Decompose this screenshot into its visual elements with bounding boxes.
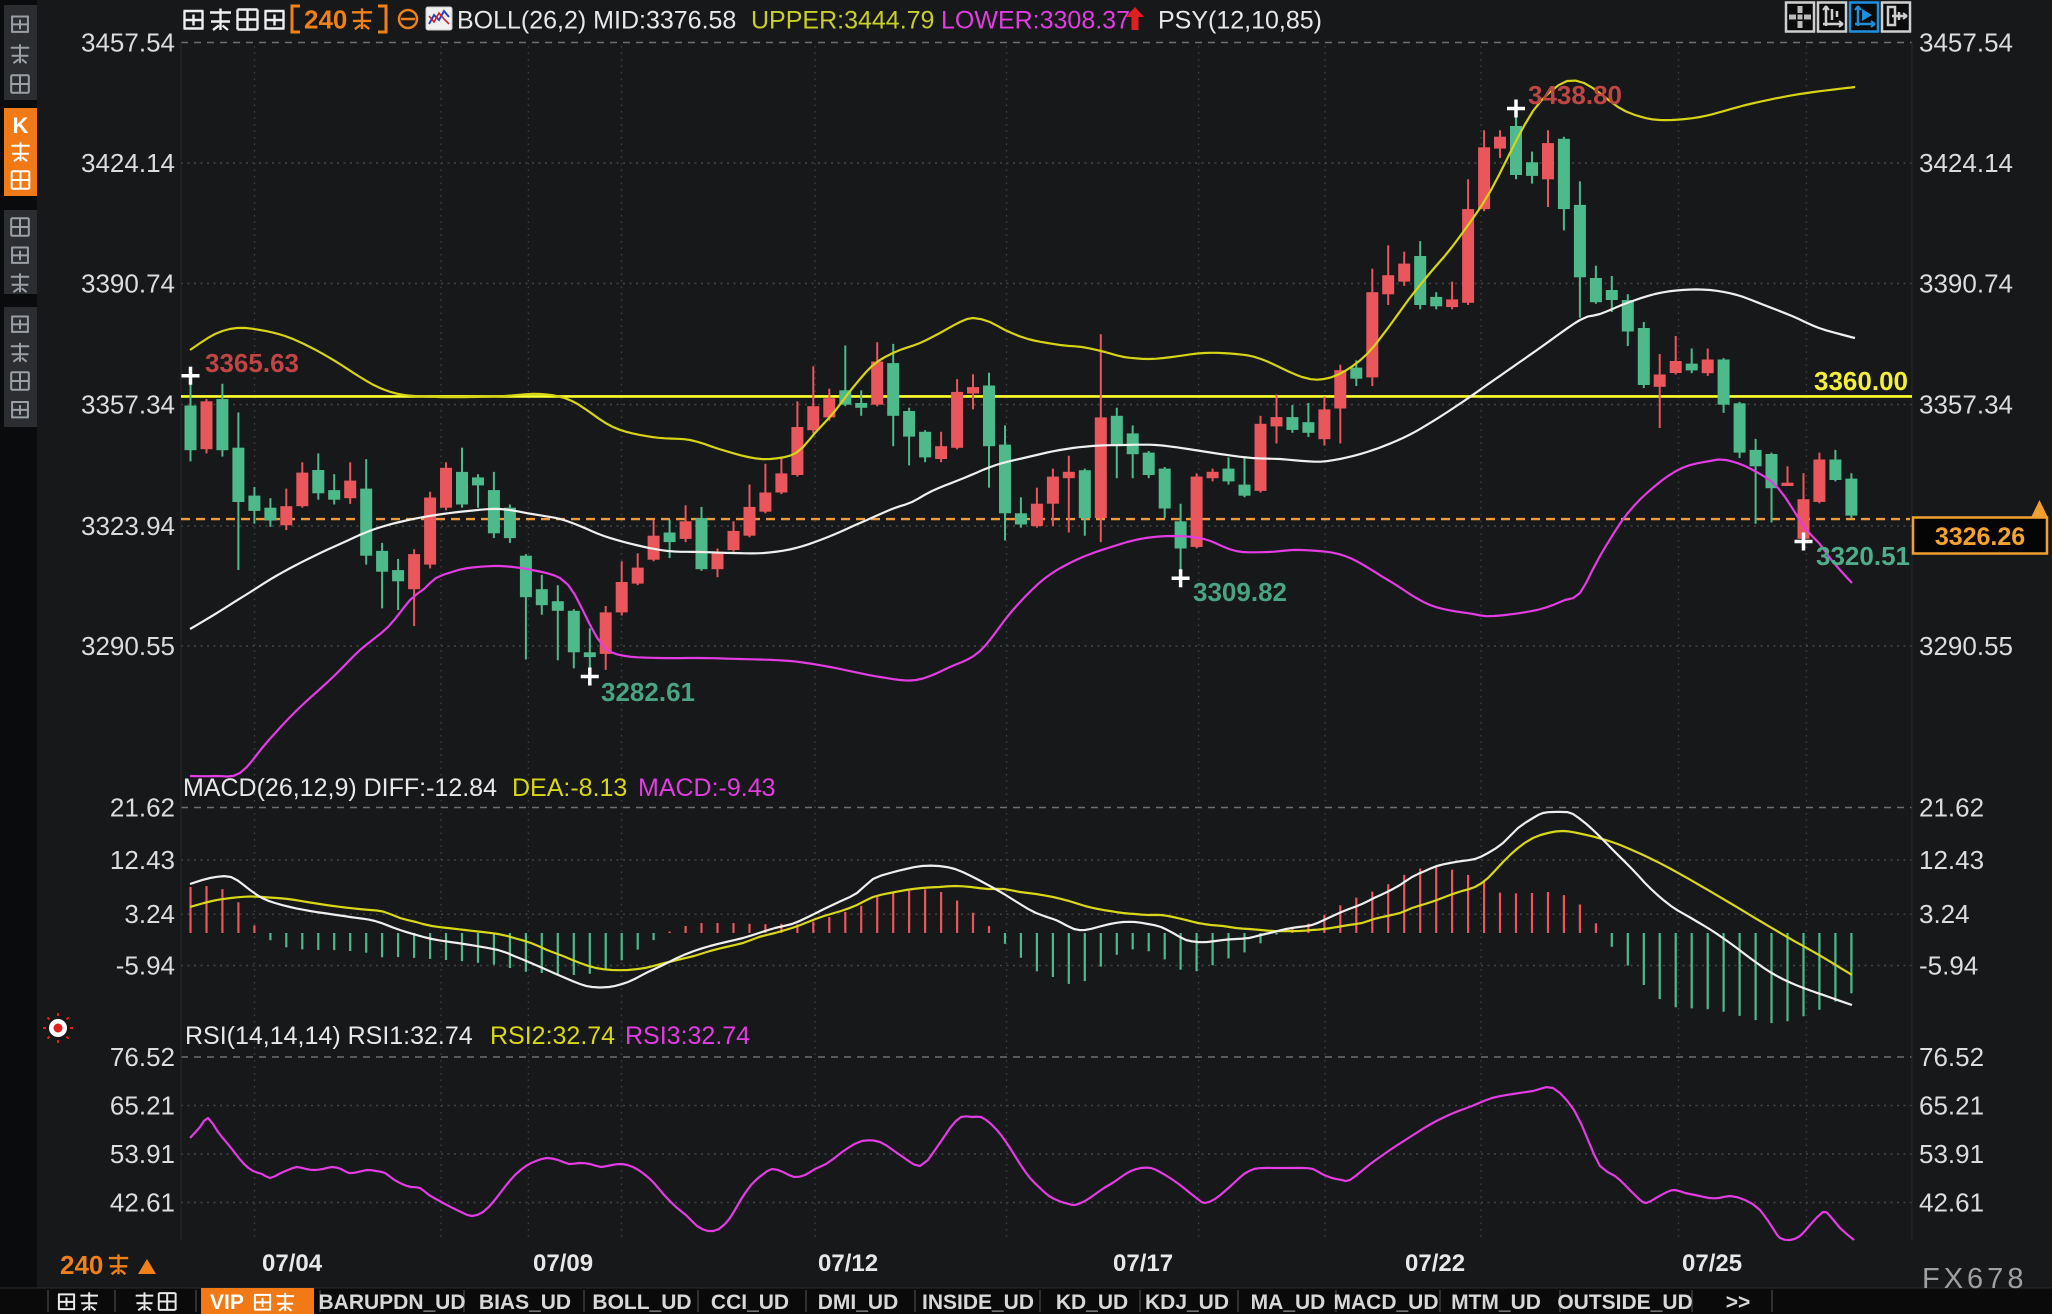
svg-text:PSY(12,10,85): PSY(12,10,85) [1158, 7, 1322, 35]
svg-text:240: 240 [60, 1250, 103, 1280]
svg-text:LOWER:3308.37: LOWER:3308.37 [941, 7, 1130, 35]
svg-text:76.52: 76.52 [110, 1042, 175, 1072]
svg-text:RSI3:32.74: RSI3:32.74 [625, 1022, 750, 1050]
svg-text:3326.26: 3326.26 [1935, 523, 2025, 551]
svg-text:12.43: 12.43 [1919, 845, 1984, 875]
svg-text:3290.55: 3290.55 [1919, 631, 2013, 661]
svg-text:BOLL(26,2) MID:3376.58: BOLL(26,2) MID:3376.58 [457, 7, 736, 35]
svg-text:3390.74: 3390.74 [81, 269, 175, 299]
svg-text:3.24: 3.24 [1919, 899, 1970, 929]
svg-text:K: K [13, 113, 29, 138]
svg-text:3457.54: 3457.54 [81, 28, 175, 58]
svg-text:07/25: 07/25 [1682, 1250, 1742, 1277]
svg-text:3390.74: 3390.74 [1919, 269, 2013, 299]
svg-text:MACD_UD: MACD_UD [1334, 1291, 1439, 1314]
svg-text:FX678: FX678 [1922, 1263, 2027, 1295]
svg-text:MA_UD: MA_UD [1251, 1291, 1326, 1314]
svg-text:76.52: 76.52 [1919, 1042, 1984, 1072]
svg-text:3357.34: 3357.34 [1919, 390, 2013, 420]
svg-text:53.91: 53.91 [110, 1139, 175, 1169]
svg-text:3282.61: 3282.61 [601, 677, 695, 707]
svg-text:07/09: 07/09 [533, 1250, 593, 1277]
svg-text:MACD(26,12,9) DIFF:-12.84: MACD(26,12,9) DIFF:-12.84 [183, 774, 497, 802]
svg-text:3357.34: 3357.34 [81, 390, 175, 420]
svg-text:21.62: 21.62 [1919, 793, 1984, 823]
svg-text:3309.82: 3309.82 [1193, 577, 1287, 607]
svg-text:MTM_UD: MTM_UD [1451, 1291, 1541, 1314]
svg-text:-5.94: -5.94 [1919, 951, 1978, 981]
svg-text:OUTSIDE_UD: OUTSIDE_UD [1557, 1291, 1692, 1314]
svg-text:DEA:-8.13: DEA:-8.13 [512, 774, 627, 802]
svg-text:3438.80: 3438.80 [1528, 80, 1622, 110]
svg-text:RSI2:32.74: RSI2:32.74 [490, 1022, 615, 1050]
svg-text:INSIDE_UD: INSIDE_UD [922, 1291, 1034, 1314]
svg-text:42.61: 42.61 [110, 1188, 175, 1218]
svg-text:MACD:-9.43: MACD:-9.43 [638, 774, 776, 802]
svg-text:07/12: 07/12 [818, 1250, 878, 1277]
svg-text:3424.14: 3424.14 [1919, 148, 2013, 178]
svg-text:BIAS_UD: BIAS_UD [479, 1291, 571, 1314]
svg-text:3320.51: 3320.51 [1816, 541, 1910, 571]
svg-text:65.21: 65.21 [1919, 1091, 1984, 1121]
svg-text:VIP: VIP [210, 1291, 244, 1314]
svg-text:CCI_UD: CCI_UD [711, 1291, 789, 1314]
svg-text:3360.00: 3360.00 [1814, 366, 1908, 396]
svg-text:42.61: 42.61 [1919, 1188, 1984, 1218]
svg-text:12.43: 12.43 [110, 845, 175, 875]
svg-text:3.24: 3.24 [124, 899, 175, 929]
svg-text:07/04: 07/04 [262, 1250, 323, 1277]
svg-text:-5.94: -5.94 [116, 951, 175, 981]
svg-text:DMI_UD: DMI_UD [818, 1291, 899, 1314]
svg-text:RSI(14,14,14) RSI1:32.74: RSI(14,14,14) RSI1:32.74 [185, 1022, 473, 1050]
svg-text:BARUPDN_UD: BARUPDN_UD [318, 1291, 465, 1314]
svg-text:07/22: 07/22 [1405, 1250, 1465, 1277]
svg-text:240: 240 [304, 5, 347, 35]
svg-text:53.91: 53.91 [1919, 1139, 1984, 1169]
svg-text:3323.94: 3323.94 [81, 511, 175, 541]
svg-text:3457.54: 3457.54 [1919, 28, 2013, 58]
svg-text:21.62: 21.62 [110, 793, 175, 823]
svg-text:BOLL_UD: BOLL_UD [592, 1291, 691, 1314]
svg-text:UPPER:3444.79: UPPER:3444.79 [751, 7, 934, 35]
svg-text:3424.14: 3424.14 [81, 148, 175, 178]
svg-text:3290.55: 3290.55 [81, 631, 175, 661]
svg-text:3365.63: 3365.63 [205, 348, 299, 378]
svg-text:KD_UD: KD_UD [1056, 1291, 1128, 1314]
svg-text:07/17: 07/17 [1113, 1250, 1173, 1277]
svg-text:65.21: 65.21 [110, 1091, 175, 1121]
svg-text:KDJ_UD: KDJ_UD [1145, 1291, 1229, 1314]
svg-text:>>: >> [1726, 1291, 1751, 1314]
